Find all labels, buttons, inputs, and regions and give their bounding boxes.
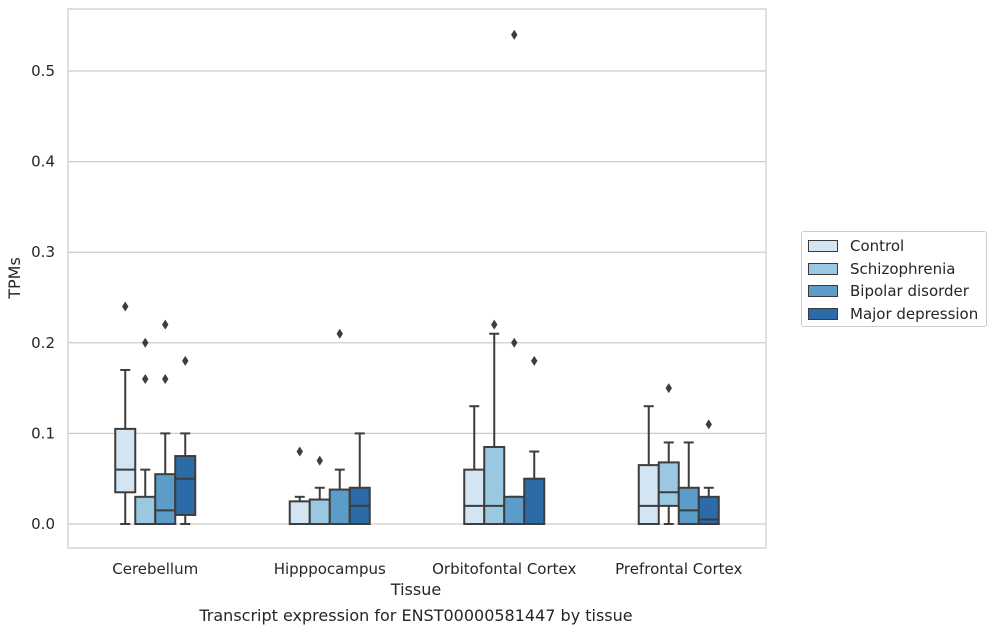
- box: [697, 495, 720, 526]
- y-axis-label: TPMs: [5, 257, 24, 300]
- box-group: [463, 405, 486, 526]
- y-tick-label: 0.3: [31, 243, 55, 261]
- legend-label: Bipolar disorder: [850, 282, 969, 300]
- outlier-point: [705, 419, 712, 430]
- outlier-point: [142, 337, 149, 348]
- outlier-point: [182, 355, 189, 366]
- box-group: [637, 405, 660, 525]
- chart-caption: Transcript expression for ENST0000058144…: [199, 606, 633, 625]
- y-tick-label: 0.0: [31, 515, 55, 533]
- outlier-point: [665, 383, 672, 394]
- outlier-point: [316, 455, 323, 466]
- x-tick-label: Orbitofontal Cortex: [432, 560, 576, 578]
- legend-label: Major depression: [850, 304, 979, 323]
- box: [503, 495, 526, 526]
- outlier-point: [491, 319, 498, 330]
- gridlines: [68, 70, 766, 525]
- box-group: [134, 337, 157, 526]
- legend-swatch: [808, 240, 838, 252]
- box-group: [328, 328, 351, 525]
- outlier-point: [162, 374, 169, 385]
- box-group: [657, 383, 680, 525]
- box: [677, 486, 700, 526]
- legend-item: Bipolar disorder: [808, 281, 969, 301]
- box: [483, 445, 506, 525]
- box-group: [483, 319, 506, 525]
- legend-item: Major depression: [808, 304, 978, 324]
- y-axis-ticks: 0.0 0.1 0.2 0.3 0.4 0.5: [31, 62, 55, 533]
- box: [174, 455, 197, 516]
- legend: Control Schizophrenia Bipolar disorder Majo…: [801, 231, 987, 327]
- x-tick-label: Hipppocampus: [274, 560, 386, 578]
- outlier-point: [531, 355, 538, 366]
- legend-item: Control: [808, 236, 904, 256]
- x-axis-label: Tissue: [390, 580, 441, 599]
- box-group: [288, 446, 311, 526]
- legend-label: Schizophrenia: [850, 259, 956, 278]
- box-group: [697, 419, 720, 526]
- box-group: [308, 455, 331, 525]
- outlier-point: [142, 374, 149, 385]
- outlier-point: [162, 319, 169, 330]
- box: [288, 500, 311, 526]
- box: [114, 427, 137, 494]
- box-group: [154, 319, 177, 526]
- box: [154, 473, 177, 526]
- x-axis-ticks: Cerebellum Hipppocampus Orbitofontal Corte…: [112, 560, 742, 578]
- y-tick-label: 0.4: [31, 153, 55, 171]
- box: [463, 468, 486, 526]
- plot-frame: [67, 8, 767, 549]
- y-tick-label: 0.5: [31, 62, 55, 80]
- x-tick-label: Prefrontal Cortex: [615, 560, 742, 578]
- box: [657, 461, 680, 507]
- outlier-point: [336, 328, 343, 339]
- box-group: [523, 355, 546, 526]
- y-tick-label: 0.1: [31, 424, 55, 442]
- box-group: [348, 432, 371, 526]
- outlier-point: [511, 29, 518, 40]
- outlier-point: [296, 446, 303, 457]
- box-group: [503, 29, 526, 526]
- box: [134, 495, 157, 526]
- box-group: [677, 441, 700, 526]
- box: [523, 477, 546, 526]
- box: [308, 498, 331, 525]
- x-tick-label: Cerebellum: [112, 560, 198, 578]
- legend-label: Control: [850, 237, 905, 255]
- box-group: [114, 301, 137, 525]
- outlier-point: [511, 337, 518, 348]
- box-group: [174, 355, 197, 525]
- outlier-point: [122, 301, 129, 312]
- box: [328, 488, 351, 525]
- boxes-layer: [114, 29, 720, 526]
- legend-swatch: [808, 285, 838, 297]
- box: [637, 464, 660, 525]
- legend-item: Schizophrenia: [808, 259, 955, 279]
- legend-swatch: [808, 262, 838, 275]
- y-tick-label: 0.2: [31, 334, 55, 352]
- legend-swatch: [808, 307, 838, 320]
